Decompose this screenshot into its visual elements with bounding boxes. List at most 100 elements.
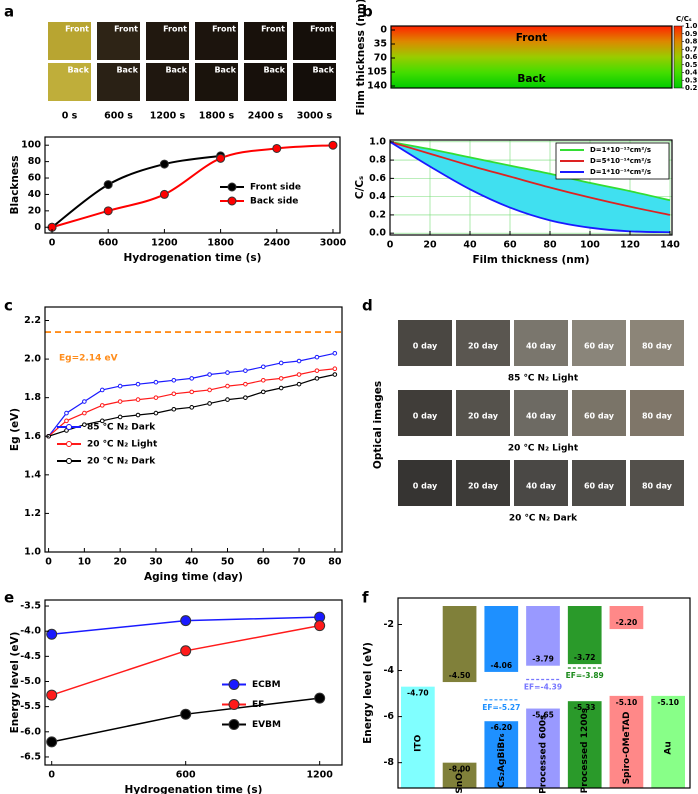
data-point [260,378,266,383]
data-point [207,401,212,406]
conduction-band [442,606,477,683]
x-axis-label: Aging time (day) [144,571,243,583]
time-label: 1800 s [199,111,235,122]
data-point [189,376,195,381]
time-label: 600 s [104,111,133,122]
x-tick-label: 0 [387,240,394,251]
material-label: Processed 1200s [580,708,590,793]
optical-image [630,460,684,506]
data-point [243,381,248,387]
legend-label: Back side [250,197,298,207]
y-tick-label: 2.2 [24,315,41,326]
y-tick-label: 1.2 [24,508,41,519]
plot-frame [44,306,343,553]
colorbar-tick-label: 0.8 [685,38,698,46]
material-label: Au [664,741,674,754]
data-point [153,379,159,385]
day-label: 40 day [526,482,557,491]
legend-label: D=5*10⁻¹⁴cm²/s [590,157,651,165]
film-image [146,22,189,60]
data-point [207,372,212,377]
data-point [225,383,230,389]
data-point [46,689,58,701]
conduction-band [484,606,519,672]
y-tick-label: -6.0 [20,726,41,737]
legend-label: 20 ℃ N₂ Light [87,440,158,450]
fermi-label: EF=-5.27 [482,703,520,712]
data-point [135,381,141,387]
y-tick-label: -5.0 [20,676,41,687]
x-tick-label: 80 [328,557,342,568]
data-point [82,410,87,416]
data-point [314,376,320,381]
y-tick-label: -6.5 [20,751,41,762]
y-tick-label: 105 [367,67,387,78]
data-point [171,406,177,412]
valence-band [442,762,477,788]
data-point [189,389,195,395]
data-point [135,397,141,402]
y-tick-label: -4.5 [20,651,41,662]
optical-image [514,390,568,436]
y-axis-label: Energy level (eV) [9,632,21,734]
x-tick-label: 0 [48,770,55,781]
y-tick-label: 1.8 [24,392,41,403]
data-point [153,395,159,400]
film-image [244,63,287,101]
legend-marker [228,699,240,710]
colorbar-tick-label: 0.6 [685,53,698,61]
data-point [225,397,230,402]
data-point [64,418,69,424]
y-axis-label: Film thickness (nm) [355,0,367,116]
side-label: Front [114,25,138,34]
film-image [195,63,238,101]
y-tick-label: 1.0 [369,136,386,147]
optical-image [398,460,452,506]
valence-band [609,695,644,788]
data-point [180,615,192,627]
valence-band [651,695,685,788]
heatmap [391,26,672,88]
x-tick-label: 60 [503,240,517,251]
x-tick-label: 20 [114,557,128,568]
legend-label: EF [252,700,264,710]
data-point [216,153,226,163]
data-point [159,159,169,169]
conduction-band [526,606,560,666]
legend-label: 20 ℃ N₂ Dark [87,457,156,467]
optical-image [572,460,626,506]
data-point [314,620,326,632]
x-tick-label: 120 [620,240,640,251]
colorbar-tick-label: 0.2 [685,84,698,92]
band-label: -4.70 [407,689,429,698]
fermi-label: EF=-3.89 [566,671,604,680]
data-point [207,387,212,393]
legend-marker [66,424,72,430]
conduction-band [609,606,644,630]
y-tick-label: -6 [383,711,394,722]
colorbar-label: C/Cₛ [676,15,692,23]
legend-label: D=1*10⁻¹⁴cm²/s [590,168,651,176]
band-label: -5.65 [532,711,554,720]
data-point [296,381,302,387]
series-line [389,140,671,216]
y-tick-label: 2.0 [24,354,41,365]
material-label: Cs₂AgBiBr₆ [497,733,507,788]
y-tick-label: -3.5 [20,601,41,612]
x-tick-label: 3000 [320,238,347,249]
side-label: Front [163,25,187,34]
annotation: Front [516,32,547,44]
x-tick-label: 1800 [207,238,234,249]
optical-image [514,460,568,506]
time-label: 1200 s [150,111,186,122]
band-label: -6.20 [490,723,512,732]
y-tick-label: 80 [28,156,42,167]
conduction-band [567,606,602,665]
data-point [103,180,113,190]
data-point [243,395,248,400]
y-tick-label: -8 [383,757,394,768]
panel-label: d [362,297,373,315]
legend-marker [227,182,237,192]
side-label: Back [312,66,334,75]
